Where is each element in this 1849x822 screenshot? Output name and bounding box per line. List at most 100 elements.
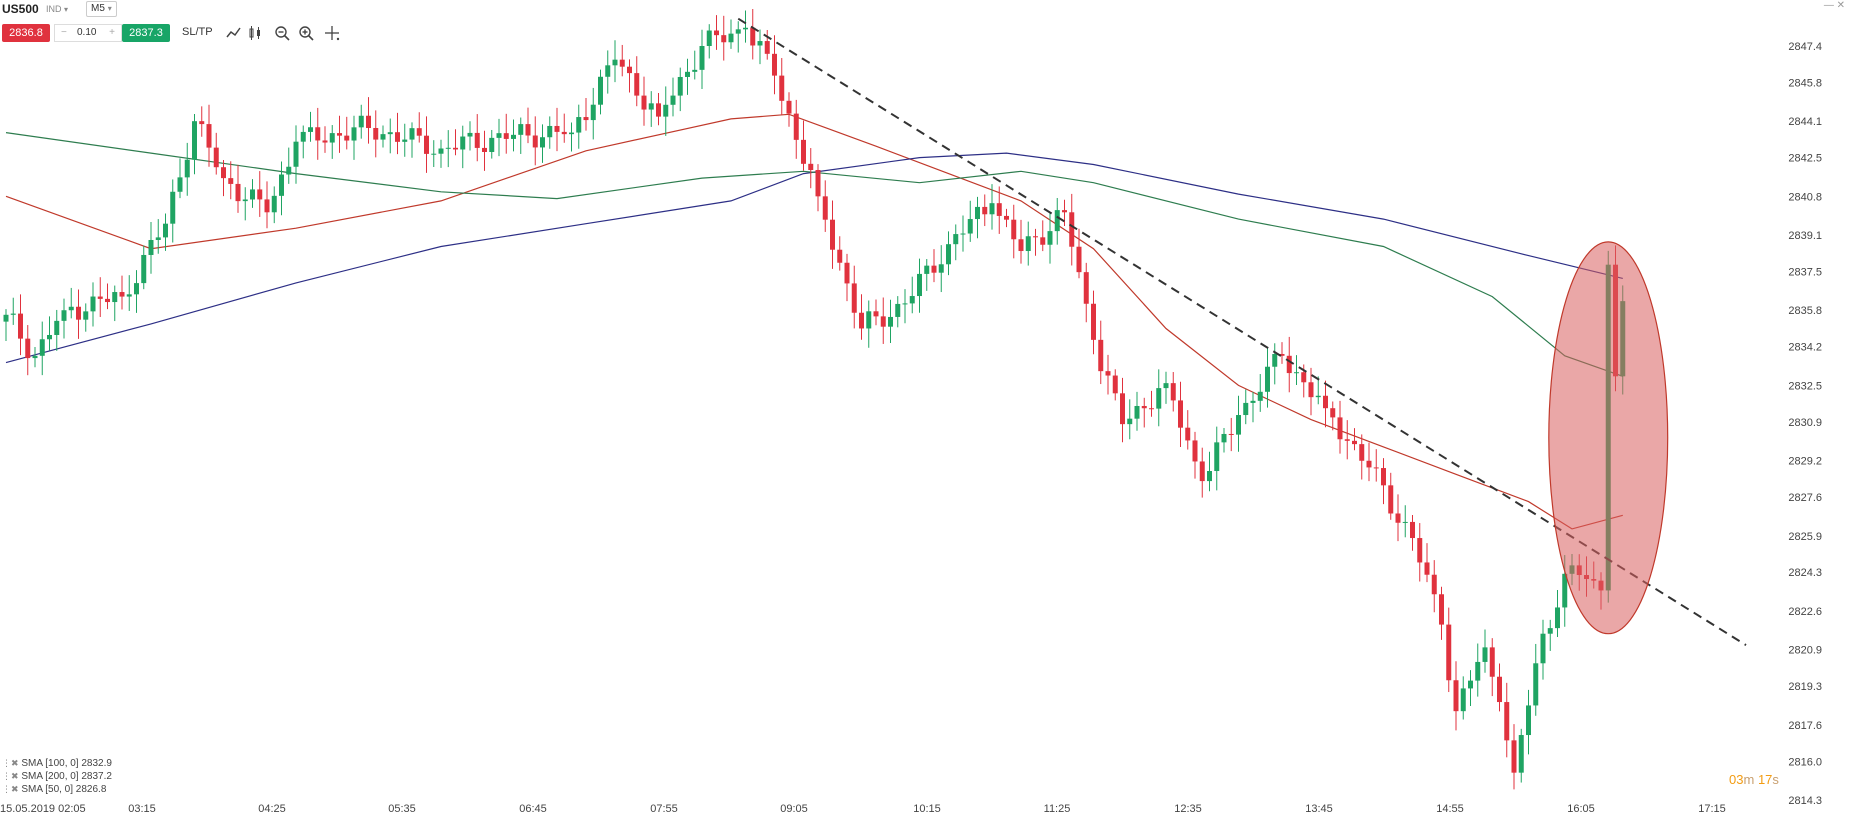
- candle: [1533, 643, 1539, 716]
- candle: [1047, 212, 1053, 264]
- crosshair-icon[interactable]: [324, 25, 340, 41]
- indicator-dropdown[interactable]: IND ▾: [46, 4, 68, 14]
- candle: [155, 219, 161, 254]
- candle: [1040, 220, 1046, 252]
- candle: [1025, 221, 1031, 266]
- candle: [967, 200, 973, 242]
- candle: [235, 164, 241, 213]
- legend-item-sma200[interactable]: ⋮✖ SMA [200, 0] 2837.2: [2, 771, 112, 782]
- candle: [192, 113, 197, 175]
- candle: [199, 106, 205, 137]
- candle: [83, 303, 89, 332]
- candle: [837, 236, 843, 271]
- candle: [685, 58, 690, 95]
- candle: [1091, 290, 1096, 355]
- candles-icon[interactable]: [248, 25, 264, 41]
- candle: [1460, 676, 1466, 720]
- candle: [257, 171, 263, 217]
- candle: [648, 91, 654, 127]
- y-tick-label: 2830.9: [1788, 417, 1822, 429]
- candle: [424, 116, 429, 173]
- candle: [1033, 228, 1038, 256]
- candle: [931, 249, 937, 283]
- candle: [518, 117, 524, 154]
- candle: [946, 231, 951, 276]
- countdown-seconds-unit: s: [1772, 772, 1779, 787]
- candle: [61, 298, 67, 339]
- candle: [90, 282, 96, 327]
- candle: [1402, 505, 1408, 538]
- quantity-value[interactable]: 0.10: [77, 27, 97, 38]
- candle: [228, 161, 234, 200]
- candle: [293, 125, 299, 184]
- candle: [1497, 663, 1502, 712]
- candle: [344, 116, 350, 150]
- candle: [213, 132, 219, 175]
- y-tick-label: 2842.5: [1788, 153, 1822, 165]
- x-tick-label: 16:05: [1567, 803, 1595, 815]
- zoom-out-icon[interactable]: [274, 25, 290, 41]
- candle: [1105, 354, 1111, 395]
- y-tick-label: 2827.6: [1788, 492, 1822, 504]
- candle: [1526, 689, 1531, 755]
- zoom-in-icon[interactable]: [298, 25, 314, 41]
- y-tick-label: 2819.3: [1788, 681, 1822, 693]
- remove-icon[interactable]: ⋮✖: [2, 758, 19, 768]
- candle: [924, 259, 930, 291]
- candle: [1446, 607, 1452, 693]
- candle: [1207, 451, 1212, 492]
- candle: [264, 181, 270, 229]
- quantity-stepper[interactable]: − 0.10 +: [54, 24, 122, 42]
- candle: [141, 245, 147, 290]
- candle: [880, 297, 886, 344]
- candle: [1424, 543, 1430, 583]
- x-tick-label: 09:05: [780, 803, 808, 815]
- candle: [859, 294, 864, 340]
- candle: [641, 76, 647, 126]
- candle: [1410, 514, 1415, 551]
- legend-item-sma50[interactable]: ⋮✖ SMA [50, 0] 2826.8: [2, 784, 106, 795]
- candle: [735, 21, 741, 53]
- candle: [1540, 619, 1546, 680]
- indicator-label: IND: [46, 4, 62, 14]
- y-tick-label: 2825.9: [1788, 531, 1822, 543]
- candle: [830, 200, 835, 269]
- candle: [1337, 400, 1343, 454]
- candle: [148, 221, 154, 274]
- candle: [793, 99, 799, 159]
- line-chart-icon[interactable]: [226, 25, 242, 41]
- x-tick-label: 11:25: [1044, 803, 1071, 815]
- y-tick-label: 2824.3: [1788, 567, 1822, 579]
- candle: [119, 275, 125, 310]
- legend-item-sma100[interactable]: ⋮✖ SMA [100, 0] 2832.9: [2, 758, 112, 769]
- candle: [1250, 391, 1256, 423]
- decrease-quantity-button[interactable]: −: [61, 27, 67, 38]
- remove-icon[interactable]: ⋮✖: [2, 784, 19, 794]
- candle: [1323, 380, 1328, 428]
- chevron-down-icon: ▾: [107, 4, 112, 13]
- buy-button[interactable]: 2837.3: [122, 24, 170, 42]
- candle: [39, 321, 45, 376]
- candle: [1192, 431, 1198, 479]
- increase-quantity-button[interactable]: +: [109, 27, 115, 38]
- candle: [764, 30, 770, 60]
- y-tick-label: 2834.2: [1788, 342, 1822, 354]
- highlight-ellipse[interactable]: [1548, 241, 1669, 635]
- sl-tp-button[interactable]: SL/TP: [182, 26, 213, 38]
- trendline[interactable]: [737, 17, 1747, 646]
- candle: [1431, 560, 1437, 613]
- window-controls[interactable]: ― ✕: [1823, 0, 1845, 11]
- remove-icon[interactable]: ⋮✖: [2, 771, 19, 781]
- candle: [1170, 372, 1176, 412]
- candle: [619, 44, 625, 77]
- timeframe-dropdown[interactable]: M5 ▾: [86, 1, 117, 17]
- candle: [279, 161, 284, 216]
- y-tick-label: 2840.8: [1788, 191, 1822, 203]
- candle: [547, 116, 553, 149]
- candle: [714, 15, 719, 50]
- candle: [656, 93, 661, 126]
- sell-button[interactable]: 2836.8: [2, 24, 50, 42]
- candle: [1018, 219, 1024, 264]
- candle: [873, 299, 879, 326]
